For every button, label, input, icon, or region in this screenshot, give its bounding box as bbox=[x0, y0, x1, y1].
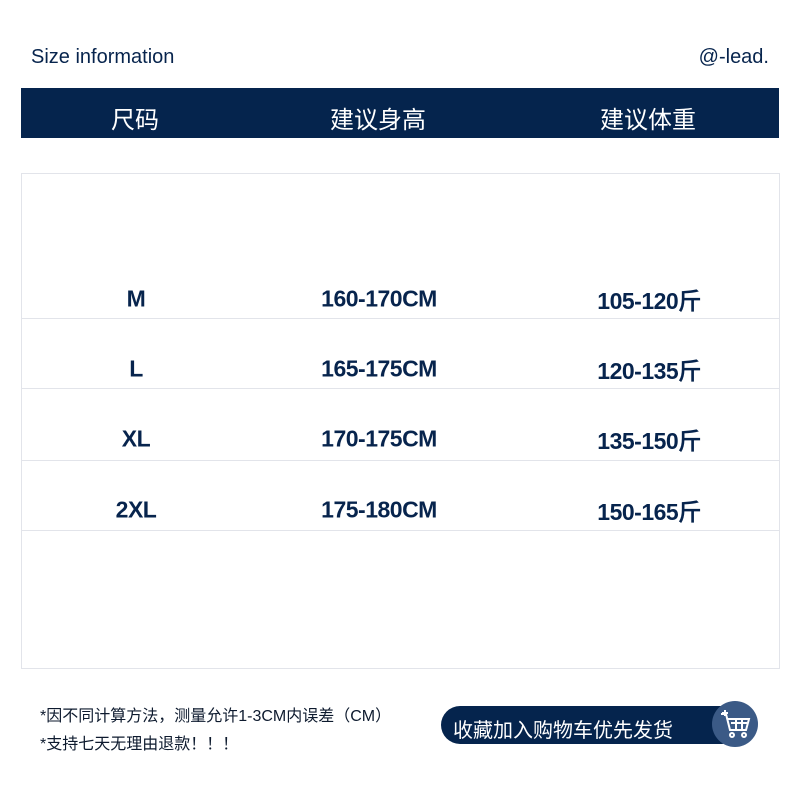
row-divider bbox=[22, 530, 779, 531]
size-table: M 160-170CM 105-120斤 L 165-175CM 120-135… bbox=[21, 173, 780, 669]
weight-cell: 105-120斤 bbox=[597, 288, 701, 314]
row-divider bbox=[22, 460, 779, 461]
height-cell: 175-180CM bbox=[321, 496, 437, 523]
brand-label: @-lead. bbox=[698, 46, 769, 68]
size-cell: XL bbox=[121, 425, 151, 452]
weight-cell: 120-135斤 bbox=[597, 358, 701, 384]
weight-cell: 150-165斤 bbox=[597, 499, 701, 525]
column-header-weight: 建议体重 bbox=[600, 107, 696, 134]
note-measurement: *因不同计算方法，测量允许1-3CM内误差（CM） bbox=[40, 708, 392, 725]
row-divider bbox=[22, 318, 779, 319]
size-cell: M bbox=[126, 285, 146, 312]
row-divider bbox=[22, 388, 779, 389]
table-header: 尺码 建议身高 建议体重 bbox=[21, 88, 779, 138]
note-refund: *支持七天无理由退款！！！ bbox=[40, 736, 239, 753]
weight-cell: 135-150斤 bbox=[597, 428, 701, 454]
shopping-cart-icon[interactable] bbox=[712, 701, 758, 747]
height-cell: 170-175CM bbox=[321, 425, 437, 452]
page-title: Size information bbox=[31, 46, 175, 68]
column-header-size: 尺码 bbox=[111, 107, 159, 134]
height-cell: 160-170CM bbox=[321, 285, 437, 312]
add-to-cart-label: 收藏加入购物车优先发货 bbox=[453, 720, 673, 742]
add-to-cart-button[interactable]: 收藏加入购物车优先发货 bbox=[441, 706, 741, 744]
column-header-height: 建议身高 bbox=[330, 107, 426, 134]
height-cell: 165-175CM bbox=[321, 355, 437, 382]
size-cell: 2XL bbox=[115, 496, 157, 523]
size-cell: L bbox=[129, 355, 143, 382]
